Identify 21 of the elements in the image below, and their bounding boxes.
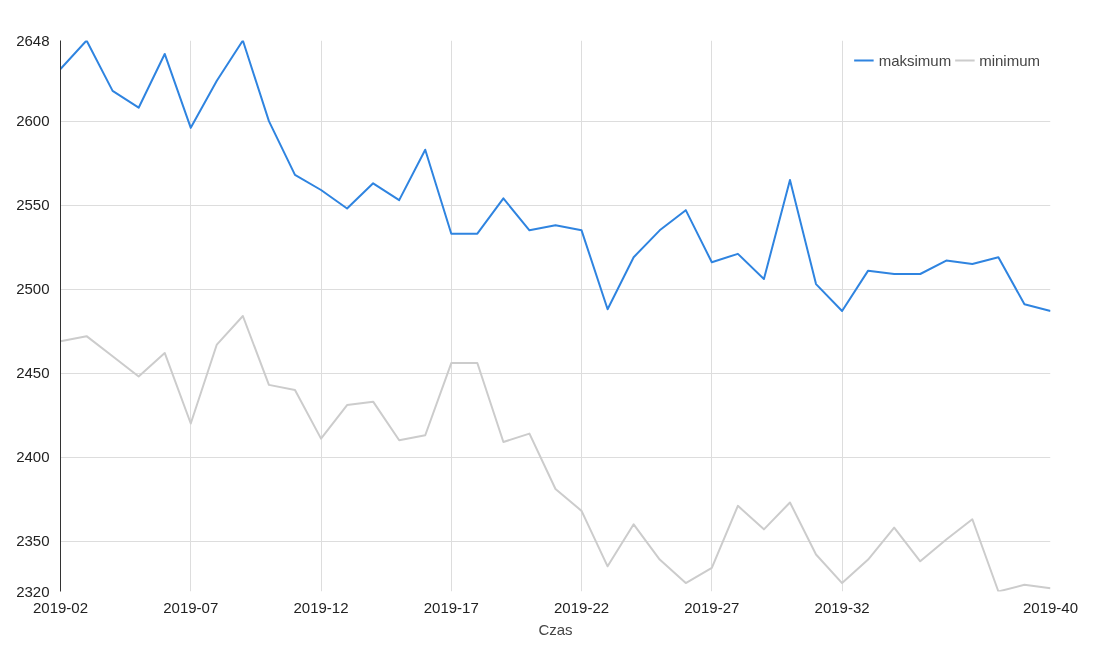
x-tick-label: 2019-12 [293, 598, 349, 616]
x-tick-label: 2019-40 [1022, 598, 1079, 616]
legend-label: minimum [979, 51, 1040, 69]
y-tick-label: 2500 [16, 280, 50, 298]
x-tick-label: 2019-22 [554, 598, 610, 616]
y-tick-label: 2320 [16, 582, 50, 600]
x-tick-label: 2019-17 [423, 598, 479, 616]
y-tick-label: 2400 [16, 448, 50, 466]
x-tick-label: 2019-27 [684, 598, 740, 616]
y-tick-label: 2350 [16, 532, 50, 550]
legend-label: maksimum [878, 51, 952, 69]
x-tick-label: 2019-32 [814, 598, 870, 616]
line-series [60, 315, 1051, 592]
y-tick-label: 2600 [16, 112, 50, 130]
y-tick-label: 2550 [16, 196, 50, 214]
x-tick-label: 2019-07 [163, 598, 219, 616]
y-tick-label: 2648 [16, 31, 50, 49]
line-series [60, 40, 1051, 312]
y-tick-label: 2450 [16, 364, 50, 382]
x-tick-label: 2019-02 [32, 598, 89, 616]
x-axis-title: Czas [538, 620, 573, 638]
